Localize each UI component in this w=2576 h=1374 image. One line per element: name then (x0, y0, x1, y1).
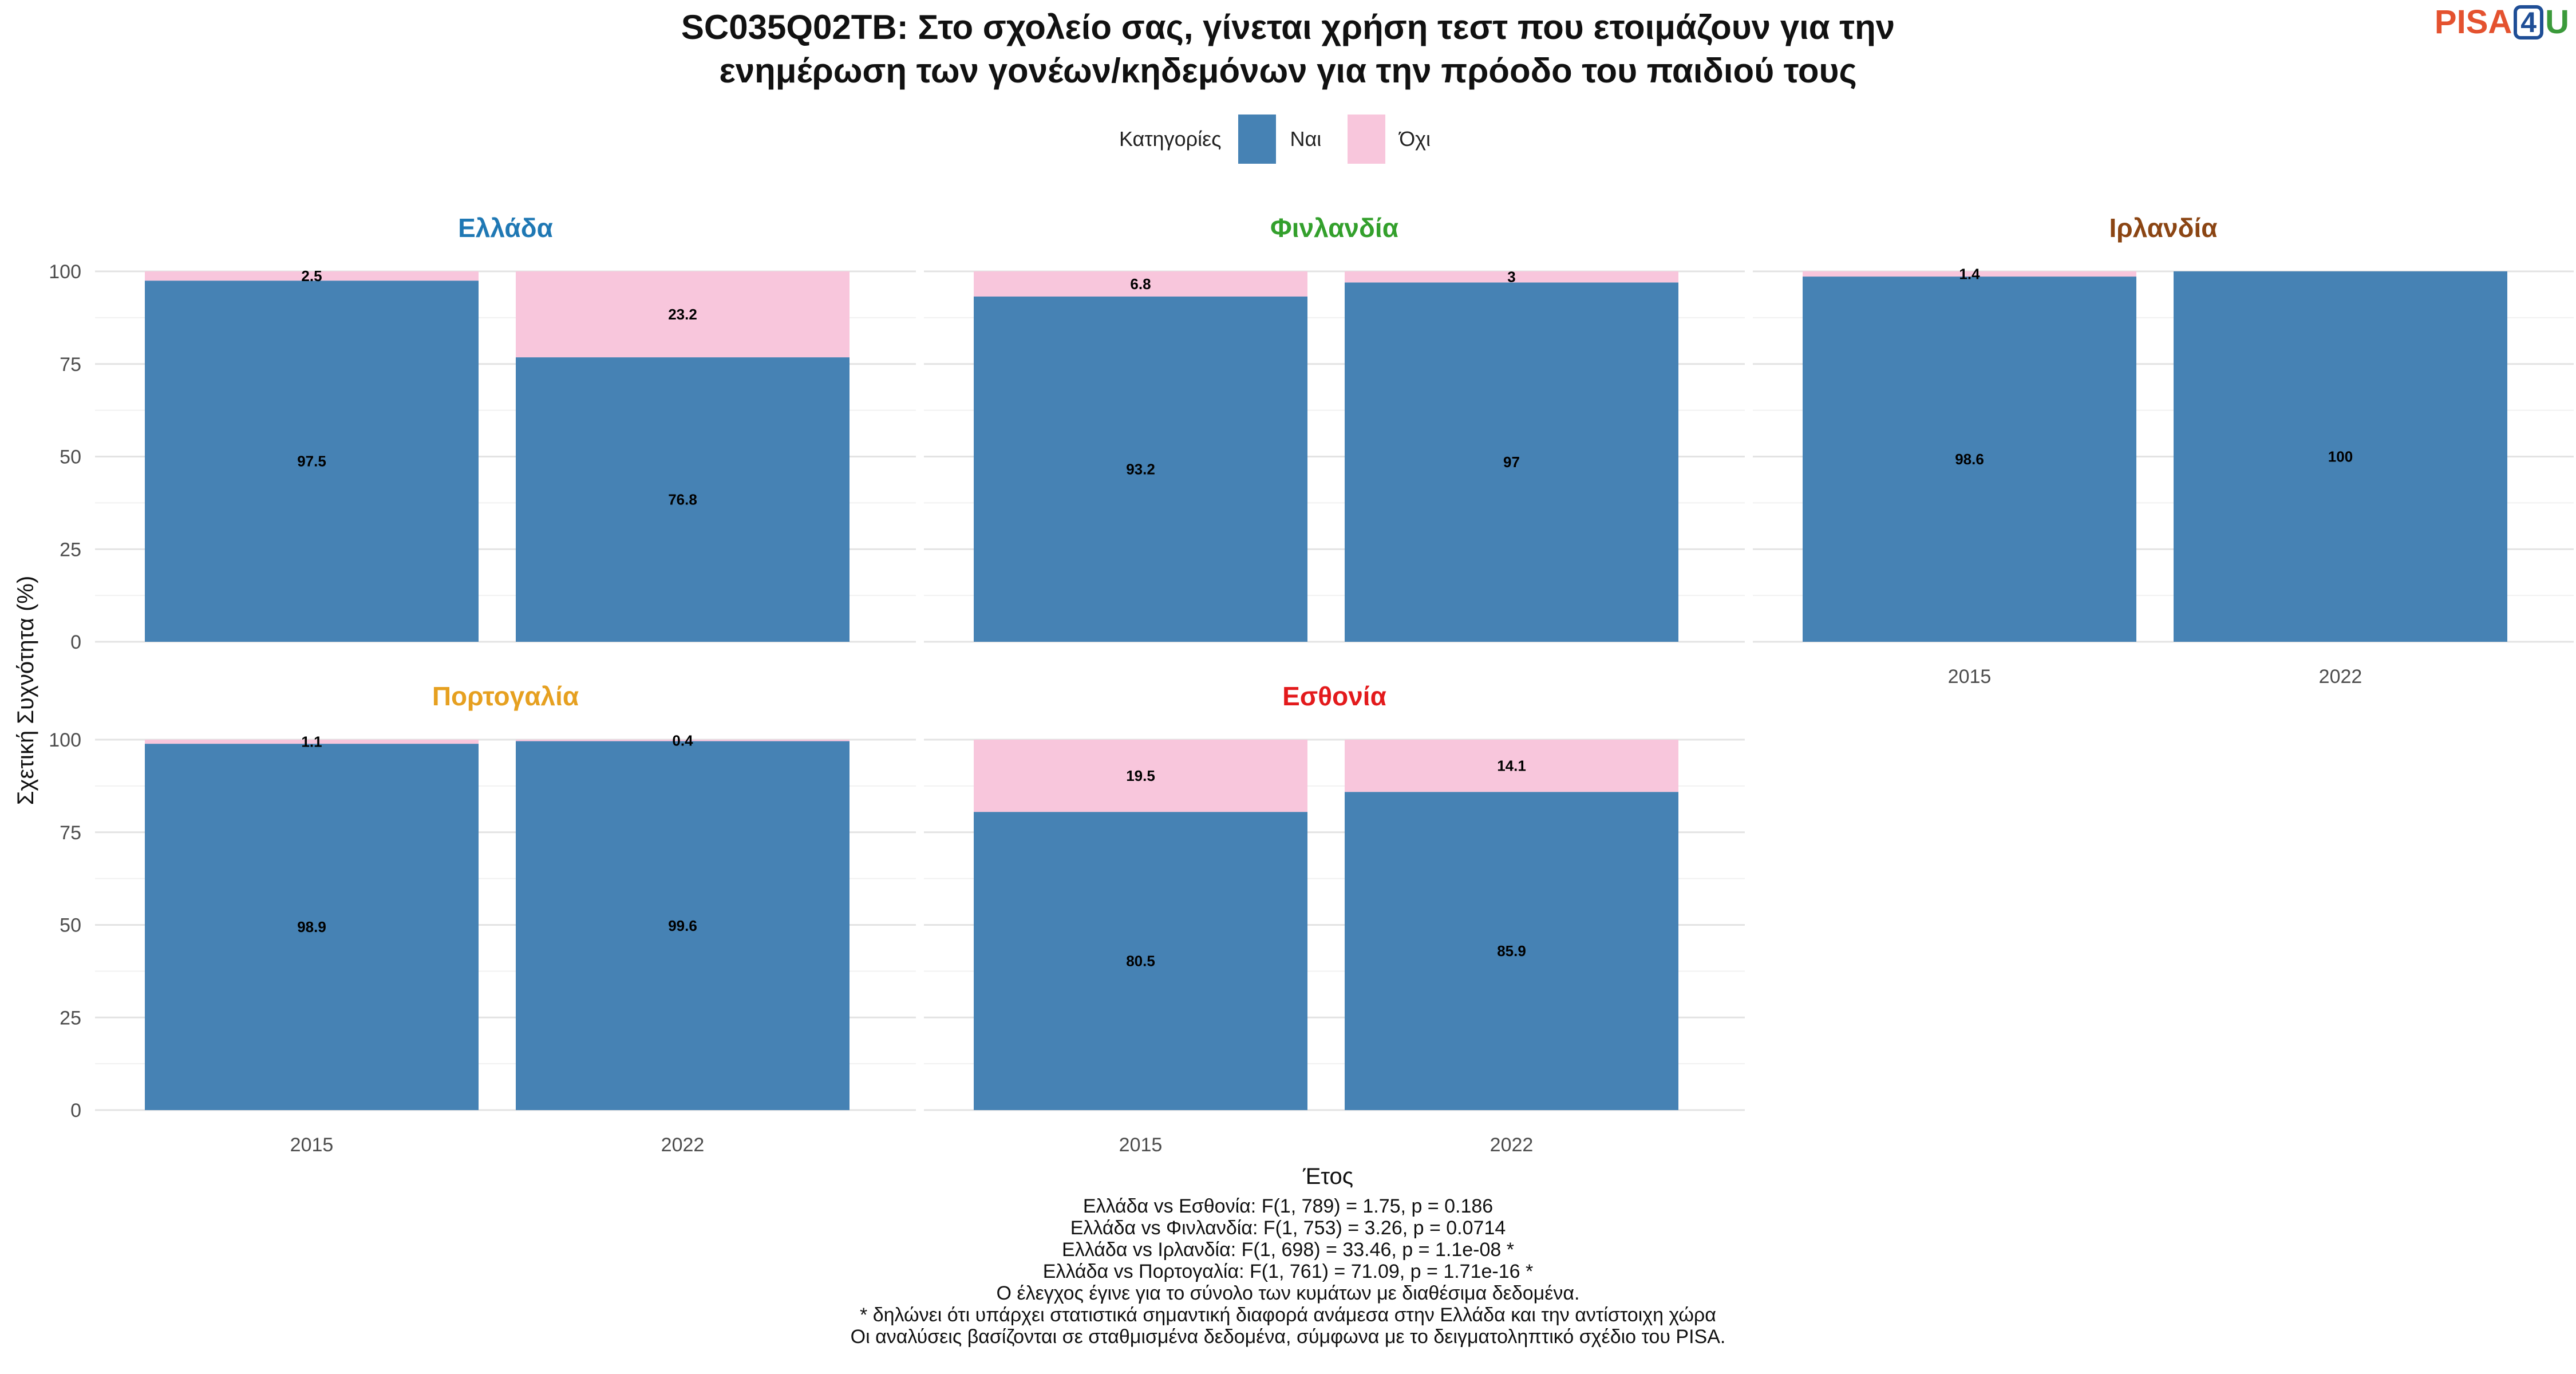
y-tick-label: 75 (60, 822, 81, 844)
data-label: 2.5 (301, 267, 322, 285)
bar-no (1345, 740, 1678, 792)
data-label: 23.2 (668, 306, 697, 323)
data-label: 0.4 (672, 732, 693, 749)
legend-label-no: Όχι (1399, 127, 1431, 151)
bar-yes (974, 296, 1307, 642)
y-tick-label: 100 (49, 261, 81, 283)
pisa4u-logo: PISA 4 U (2434, 3, 2569, 41)
bar-yes (516, 357, 850, 642)
data-label: 100 (2328, 448, 2353, 465)
data-label: 3 (1507, 269, 1515, 286)
x-axis-title: Έτος (1302, 1164, 1353, 1189)
bar-yes (516, 741, 850, 1110)
legend-title: Κατηγορίες (1119, 127, 1222, 151)
bar-no (1803, 271, 2136, 277)
bar-yes (1803, 277, 2136, 642)
bar-no (516, 271, 850, 358)
bar-yes (2174, 271, 2507, 642)
y-tick-label: 50 (60, 447, 81, 468)
data-label: 98.6 (1955, 451, 1984, 468)
footnote-line: Ελλάδα vs Ιρλανδία: F(1, 698) = 33.46, p… (1062, 1239, 1514, 1261)
footnotes: Ελλάδα vs Εσθονία: F(1, 789) = 1.75, p =… (0, 1195, 2576, 1348)
legend-label-yes: Ναι (1290, 127, 1322, 151)
data-label: 19.5 (1126, 767, 1155, 784)
data-label: 97 (1503, 453, 1520, 471)
y-tick-label: 25 (60, 539, 81, 560)
data-label: 14.1 (1497, 757, 1526, 775)
data-label: 1.4 (1959, 266, 1980, 283)
footnote-line: Ελλάδα vs Φινλανδία: F(1, 753) = 3.26, p… (1070, 1217, 1506, 1239)
data-label: 99.6 (668, 917, 697, 934)
y-axis-title: Σχετική Συχνότητα (%) (13, 576, 38, 806)
y-tick-label: 25 (60, 1007, 81, 1029)
bar-yes (145, 281, 479, 642)
data-label: 76.8 (668, 491, 697, 508)
x-tick-label: 2022 (661, 1134, 705, 1156)
bar-yes (145, 744, 479, 1110)
legend-key-no (1348, 114, 1386, 164)
footnote-line: Ελλάδα vs Πορτογαλία: F(1, 761) = 71.09,… (1042, 1261, 1534, 1282)
y-tick-label: 100 (49, 729, 81, 751)
footnote-line: Ελλάδα vs Εσθονία: F(1, 789) = 1.75, p =… (1082, 1195, 1494, 1217)
y-tick-label: 75 (60, 354, 81, 376)
x-tick-label: 2022 (1490, 1134, 1534, 1156)
x-tick-label: 2022 (2319, 666, 2362, 688)
legend: Κατηγορίες Ναι Όχι (0, 114, 2576, 164)
facet-title: Φινλανδία (1270, 213, 1398, 243)
footnote-line: Ο έλεγχος έγινε για το σύνολο των κυμάτω… (996, 1282, 1580, 1304)
title-line-1: SC035Q02TB: Στο σχολείο σας, γίνεται χρή… (681, 8, 1895, 46)
bar-no (974, 740, 1307, 812)
y-tick-label: 0 (70, 631, 81, 653)
bar-yes (1345, 792, 1678, 1110)
bar-yes (1345, 282, 1678, 642)
facet-title: Εσθονία (1282, 681, 1386, 711)
x-tick-label: 2015 (1119, 1134, 1163, 1156)
title-line-2: ενημέρωση των γονέων/κηδεμόνων για την π… (719, 52, 1857, 90)
y-tick-label: 50 (60, 915, 81, 937)
data-label: 93.2 (1126, 460, 1155, 477)
footnote-line: * δηλώνει ότι υπάρχει στατιστικά σημαντι… (860, 1304, 1716, 1326)
bar-no (1345, 271, 1678, 283)
bar-no (145, 740, 479, 744)
data-label: 6.8 (1130, 275, 1151, 293)
facet-title: Ιρλανδία (2109, 213, 2217, 243)
legend-key-yes (1238, 114, 1277, 164)
footnote-line: Οι αναλύσεις βασίζονται σε σταθμισμένα δ… (850, 1326, 1726, 1348)
facet-title: Πορτογαλία (432, 681, 579, 711)
bar-no (145, 271, 479, 281)
chart-title: SC035Q02TB: Στο σχολείο σας, γίνεται χρή… (0, 6, 2576, 93)
y-tick-label: 0 (70, 1100, 81, 1122)
data-label: 98.9 (297, 918, 326, 935)
data-label: 97.5 (297, 453, 326, 470)
bar-no (516, 740, 850, 741)
data-label: 80.5 (1126, 953, 1155, 970)
bar-no (974, 271, 1307, 297)
bar-yes (974, 812, 1307, 1110)
facet-title: Ελλάδα (458, 213, 553, 243)
data-label: 85.9 (1497, 942, 1526, 960)
data-label: 1.1 (301, 733, 322, 751)
x-tick-label: 2015 (1948, 666, 1992, 688)
x-tick-label: 2015 (290, 1134, 334, 1156)
